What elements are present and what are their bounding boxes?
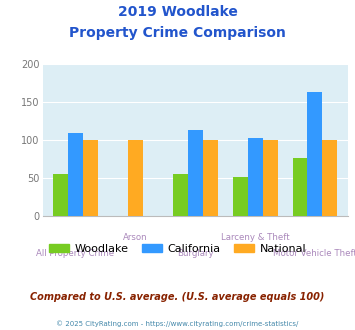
Bar	[293, 158, 307, 216]
Bar	[53, 174, 68, 216]
Text: All Property Crime: All Property Crime	[37, 249, 115, 258]
Text: Compared to U.S. average. (U.S. average equals 100): Compared to U.S. average. (U.S. average …	[30, 292, 325, 302]
Bar	[233, 177, 248, 216]
Bar	[203, 140, 218, 216]
Text: Property Crime Comparison: Property Crime Comparison	[69, 26, 286, 40]
Bar	[263, 140, 278, 216]
Bar	[128, 140, 143, 216]
Bar	[173, 174, 188, 216]
Text: Motor Vehicle Theft: Motor Vehicle Theft	[273, 249, 355, 258]
Text: 2019 Woodlake: 2019 Woodlake	[118, 5, 237, 19]
Bar	[248, 138, 263, 216]
Text: Arson: Arson	[123, 233, 148, 242]
Text: Larceny & Theft: Larceny & Theft	[221, 233, 289, 242]
Bar	[83, 140, 98, 216]
Bar	[307, 92, 322, 216]
Legend: Woodlake, California, National: Woodlake, California, National	[44, 240, 311, 258]
Bar	[188, 130, 203, 216]
Bar	[322, 140, 337, 216]
Bar	[68, 133, 83, 216]
Text: Burglary: Burglary	[177, 249, 214, 258]
Text: © 2025 CityRating.com - https://www.cityrating.com/crime-statistics/: © 2025 CityRating.com - https://www.city…	[56, 320, 299, 327]
